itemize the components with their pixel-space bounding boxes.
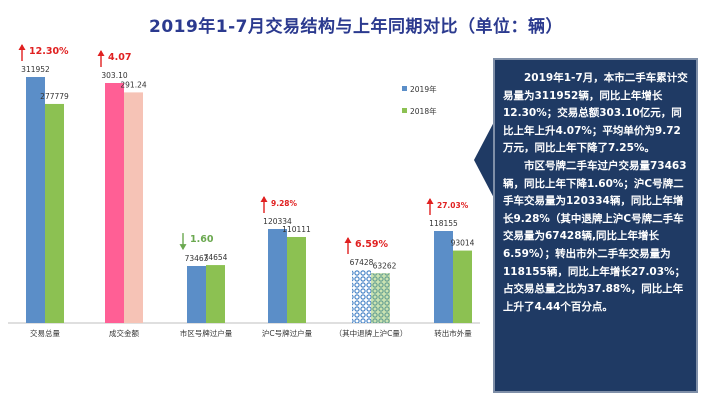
bar-2018-pattern-overlay bbox=[371, 273, 390, 323]
change-arrow-head-3 bbox=[260, 196, 268, 202]
category-label-1: 成交金额 bbox=[109, 328, 139, 338]
value-label-2018-0: 277779 bbox=[40, 92, 69, 101]
bar-2018-3 bbox=[287, 236, 306, 323]
summary-paragraph-2: 市区号牌二手车过户交易量73463辆，同比上年下降1.60%；沪C号牌二手车交易… bbox=[503, 159, 687, 313]
legend-swatch-0 bbox=[402, 86, 407, 91]
category-label-5: 转出市外量 bbox=[434, 328, 472, 338]
bar-2019-4 bbox=[352, 270, 371, 323]
value-label-2018-4: 63262 bbox=[373, 261, 397, 270]
value-label-2018-1: 291.24 bbox=[120, 80, 146, 89]
bar-2019-5 bbox=[434, 231, 453, 323]
value-label-2018-5: 93014 bbox=[451, 239, 475, 248]
legend-label-1: 2018年 bbox=[410, 106, 437, 116]
bar-2018-2 bbox=[206, 265, 225, 323]
change-arrow-head-5 bbox=[426, 198, 434, 204]
value-label-2018-3: 110111 bbox=[282, 225, 311, 234]
value-label-2019-2: 73463 bbox=[185, 254, 209, 263]
bar-2019-3 bbox=[268, 229, 287, 323]
category-label-2: 市区号牌过户量 bbox=[180, 328, 233, 338]
panel-pointer bbox=[474, 120, 495, 200]
value-label-2019-1: 303.10 bbox=[101, 71, 127, 80]
change-arrow-head-4 bbox=[344, 237, 352, 243]
summary-panel: 2019年1-7月，本市二手车累计交易量为311952辆，同比上年增长12.30… bbox=[493, 58, 698, 393]
legend-swatch-1 bbox=[402, 108, 407, 113]
bar-2019-1 bbox=[105, 83, 124, 323]
value-label-2019-0: 311952 bbox=[21, 65, 50, 74]
bar-2018-5 bbox=[453, 250, 472, 323]
bar-2019-2 bbox=[187, 266, 206, 323]
change-arrow-head-0 bbox=[18, 44, 26, 50]
change-label-0: 12.30% bbox=[29, 46, 69, 57]
value-label-2018-2: 74654 bbox=[204, 253, 228, 262]
bar-2018-0 bbox=[45, 103, 64, 323]
change-label-4: 6.59% bbox=[355, 239, 388, 250]
bar-2018-1 bbox=[124, 92, 143, 323]
legend-label-0: 2019年 bbox=[410, 84, 437, 94]
value-label-2019-5: 118155 bbox=[429, 219, 458, 228]
category-label-3: 沪C号牌过户量 bbox=[262, 328, 313, 338]
change-arrow-head-1 bbox=[97, 50, 105, 56]
page-title: 2019年1-7月交易结构与上年同期对比（单位：辆） bbox=[148, 17, 564, 37]
change-label-3: 9.28% bbox=[271, 199, 298, 208]
category-label-0: 交易总量 bbox=[30, 328, 60, 338]
change-label-1: 4.07 bbox=[108, 52, 131, 63]
change-arrow-head-2 bbox=[179, 244, 187, 251]
category-label-4: （其中退牌上沪C量） bbox=[335, 328, 408, 338]
value-label-2019-4: 67428 bbox=[350, 258, 374, 267]
change-label-5: 27.03% bbox=[437, 201, 469, 210]
summary-paragraph-1: 2019年1-7月，本市二手车累计交易量为311952辆，同比上年增长12.30… bbox=[503, 72, 688, 155]
bar-2019-0 bbox=[26, 77, 45, 323]
value-label-2019-3: 120334 bbox=[263, 217, 292, 226]
change-label-2: 1.60 bbox=[190, 234, 214, 245]
